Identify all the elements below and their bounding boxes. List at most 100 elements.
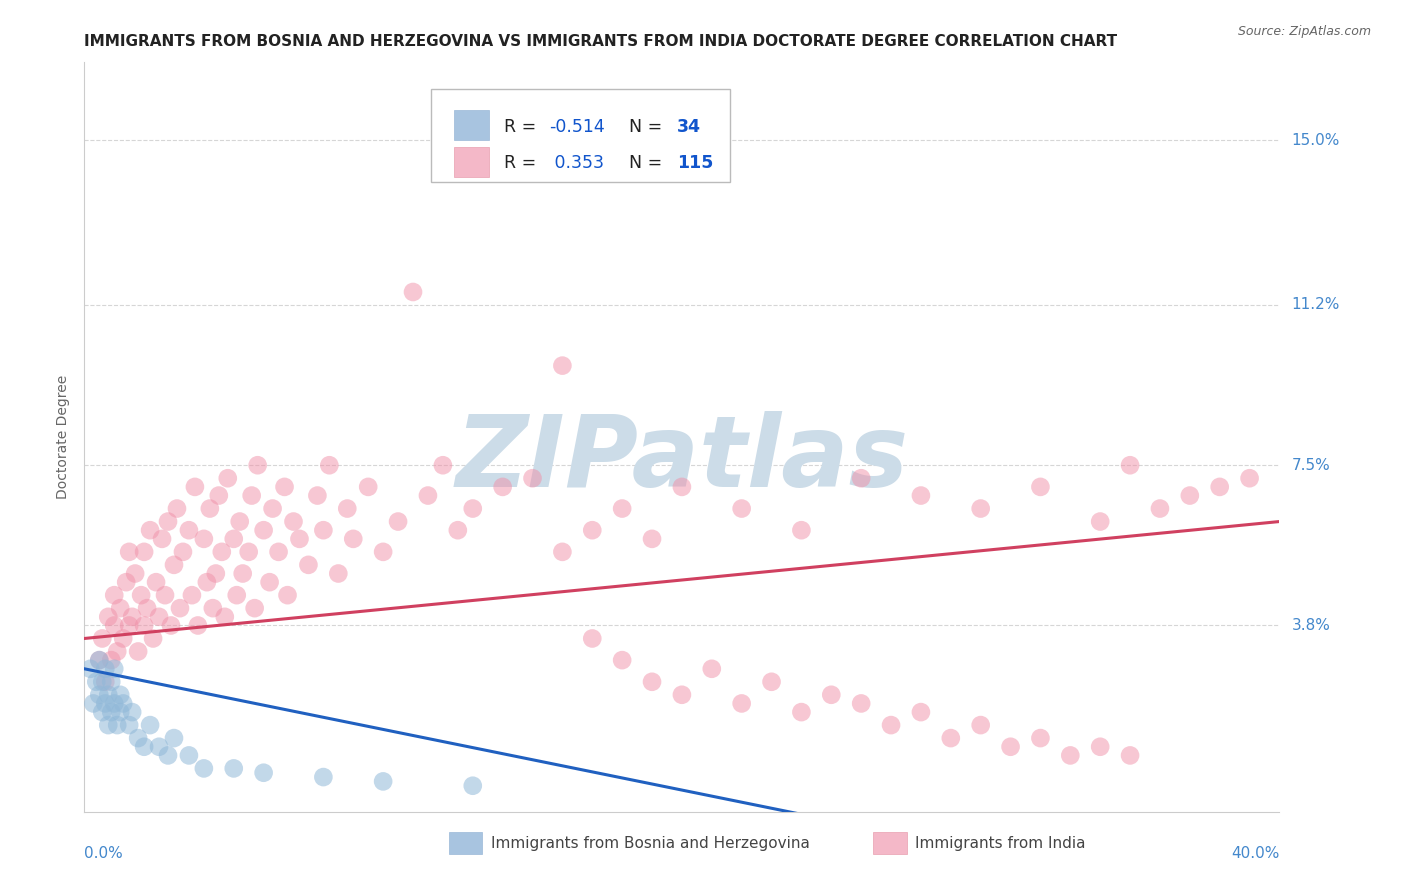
- Point: [100, 705, 122, 719]
- Text: N =: N =: [630, 154, 662, 172]
- Text: 11.2%: 11.2%: [1292, 297, 1340, 312]
- Point: [121, 705, 143, 719]
- Point: [228, 515, 252, 529]
- Text: 3.8%: 3.8%: [1292, 618, 1330, 633]
- Point: [187, 618, 209, 632]
- Point: [169, 601, 191, 615]
- Point: [127, 644, 149, 658]
- Point: [139, 523, 162, 537]
- Point: [273, 480, 295, 494]
- Point: [612, 653, 634, 667]
- Point: [671, 480, 693, 494]
- Point: [761, 674, 783, 689]
- Point: [118, 618, 141, 632]
- Point: [1029, 731, 1052, 745]
- Point: [328, 566, 350, 581]
- Point: [110, 705, 132, 719]
- Point: [820, 688, 842, 702]
- Point: [163, 558, 186, 572]
- Point: [94, 662, 117, 676]
- Point: [297, 558, 319, 572]
- Point: [939, 731, 962, 745]
- Point: [97, 688, 120, 702]
- Point: [312, 770, 335, 784]
- Point: [132, 618, 156, 632]
- Point: [132, 545, 156, 559]
- Point: [121, 610, 143, 624]
- Point: [82, 697, 104, 711]
- Point: [373, 774, 395, 789]
- Point: [1090, 739, 1112, 754]
- Point: [103, 662, 125, 676]
- Point: [1178, 489, 1201, 503]
- Point: [100, 674, 122, 689]
- Text: 7.5%: 7.5%: [1292, 458, 1330, 473]
- Text: 115: 115: [678, 154, 713, 172]
- Point: [103, 697, 125, 711]
- Point: [970, 501, 993, 516]
- Point: [910, 705, 932, 719]
- Text: 40.0%: 40.0%: [1232, 847, 1279, 862]
- Point: [492, 480, 515, 494]
- Point: [387, 515, 409, 529]
- Point: [240, 489, 263, 503]
- Point: [461, 501, 484, 516]
- Point: [105, 718, 128, 732]
- Point: [136, 601, 159, 615]
- Point: [970, 718, 993, 732]
- Point: [790, 705, 813, 719]
- Text: -0.514: -0.514: [550, 118, 605, 136]
- Point: [312, 523, 335, 537]
- Point: [177, 523, 200, 537]
- Text: 0.353: 0.353: [550, 154, 605, 172]
- Point: [205, 566, 228, 581]
- Point: [153, 588, 176, 602]
- Point: [148, 739, 170, 754]
- Point: [336, 501, 359, 516]
- Point: [91, 632, 114, 646]
- FancyBboxPatch shape: [449, 832, 482, 855]
- Point: [581, 523, 603, 537]
- Point: [198, 501, 221, 516]
- Point: [157, 515, 180, 529]
- Point: [1000, 739, 1022, 754]
- Point: [432, 458, 454, 473]
- Point: [163, 731, 186, 745]
- Point: [145, 575, 167, 590]
- Point: [222, 532, 245, 546]
- Text: R =: R =: [503, 154, 536, 172]
- Point: [880, 718, 903, 732]
- FancyBboxPatch shape: [454, 146, 489, 177]
- Point: [118, 545, 141, 559]
- Point: [89, 653, 111, 667]
- Point: [79, 662, 101, 676]
- Point: [139, 718, 162, 732]
- Point: [118, 718, 141, 732]
- Point: [222, 761, 245, 775]
- Point: [172, 545, 194, 559]
- Point: [253, 765, 276, 780]
- Point: [700, 662, 723, 676]
- Point: [641, 674, 664, 689]
- Point: [731, 697, 754, 711]
- Point: [94, 674, 117, 689]
- Point: [105, 644, 128, 658]
- Point: [851, 697, 873, 711]
- Point: [731, 501, 754, 516]
- Point: [89, 653, 111, 667]
- Point: [288, 532, 311, 546]
- Point: [243, 601, 266, 615]
- Point: [124, 566, 146, 581]
- Point: [195, 575, 218, 590]
- Point: [1119, 748, 1142, 763]
- Point: [142, 632, 165, 646]
- Point: [112, 632, 135, 646]
- Point: [132, 739, 156, 754]
- FancyBboxPatch shape: [432, 88, 730, 182]
- Point: [416, 489, 439, 503]
- Point: [103, 618, 125, 632]
- Point: [103, 588, 125, 602]
- FancyBboxPatch shape: [873, 832, 907, 855]
- Point: [307, 489, 329, 503]
- Point: [246, 458, 269, 473]
